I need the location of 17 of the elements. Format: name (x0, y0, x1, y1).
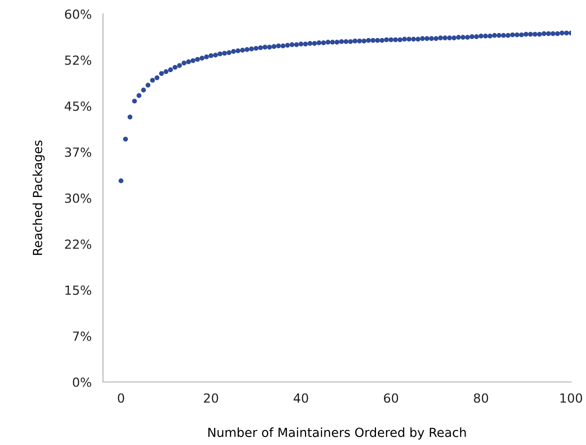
x-tick-label: 0 (118, 393, 124, 403)
y-tick-label: 7% (73, 331, 92, 341)
y-tick-label: 0% (72, 377, 92, 387)
x-tick-label: 80 (474, 393, 488, 403)
x-tick-label: 40 (294, 393, 308, 403)
y-tick-label: 30% (65, 193, 92, 203)
x-tick-label: 60 (384, 393, 398, 403)
y-tick-label: 37% (65, 147, 92, 157)
y-tick-label: 15% (65, 285, 92, 295)
y-tick-label: 60% (64, 9, 92, 19)
y-tick-label: 52% (65, 55, 92, 65)
x-tick-label: 20 (204, 393, 218, 403)
y-tick-label: 22% (65, 239, 92, 249)
x-axis-title: Number of Maintainers Ordered by Reach (208, 427, 466, 440)
x-tick-label: 100 (560, 393, 582, 403)
y-tick-label: 45% (64, 101, 92, 111)
y-axis-title: Reached Packages (32, 140, 45, 255)
